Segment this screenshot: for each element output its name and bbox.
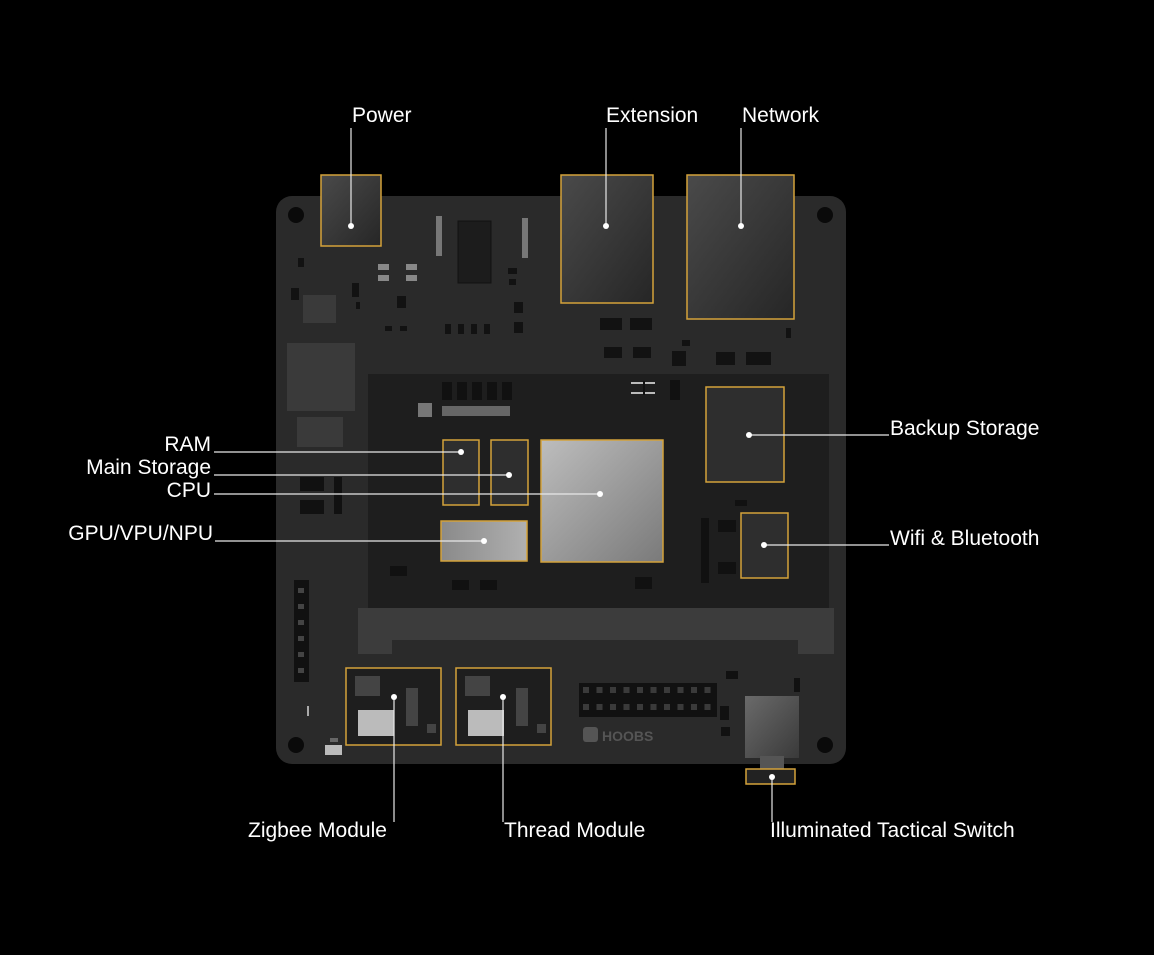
brand-logo-icon [583,727,598,742]
label-network: Network [742,104,820,127]
cpu-chip [540,439,664,563]
leader-lines [214,128,889,822]
label-illuminated-switch: Illuminated Tactical Switch [770,819,1015,842]
header-components [720,671,800,736]
label-cpu: CPU [166,479,211,502]
label-extension: Extension [606,104,699,127]
label-thread-module: Thread Module [504,819,646,842]
label-power: Power [352,104,412,127]
leader-dots [348,223,775,780]
extension-port [560,174,654,304]
small-components [287,216,791,447]
highlighted-parts [320,174,796,785]
label-backup-storage: Backup Storage [890,417,1040,440]
usb-port [745,696,799,758]
label-ram: RAM [164,433,211,456]
label-zigbee-module: Zigbee Module [248,819,387,842]
label-gpu: GPU/VPU/NPU [68,522,213,545]
pin-header-left [294,580,342,755]
label-wifi-bluetooth: Wifi & Bluetooth [890,527,1040,550]
label-main-storage: Main Storage [86,456,211,479]
module-components [300,380,747,590]
radio-module-details [355,676,546,736]
edge-connector [358,608,834,654]
mounting-holes [288,207,833,753]
gpio-header [579,683,717,717]
board-brand-text: HOOBS [602,728,653,744]
